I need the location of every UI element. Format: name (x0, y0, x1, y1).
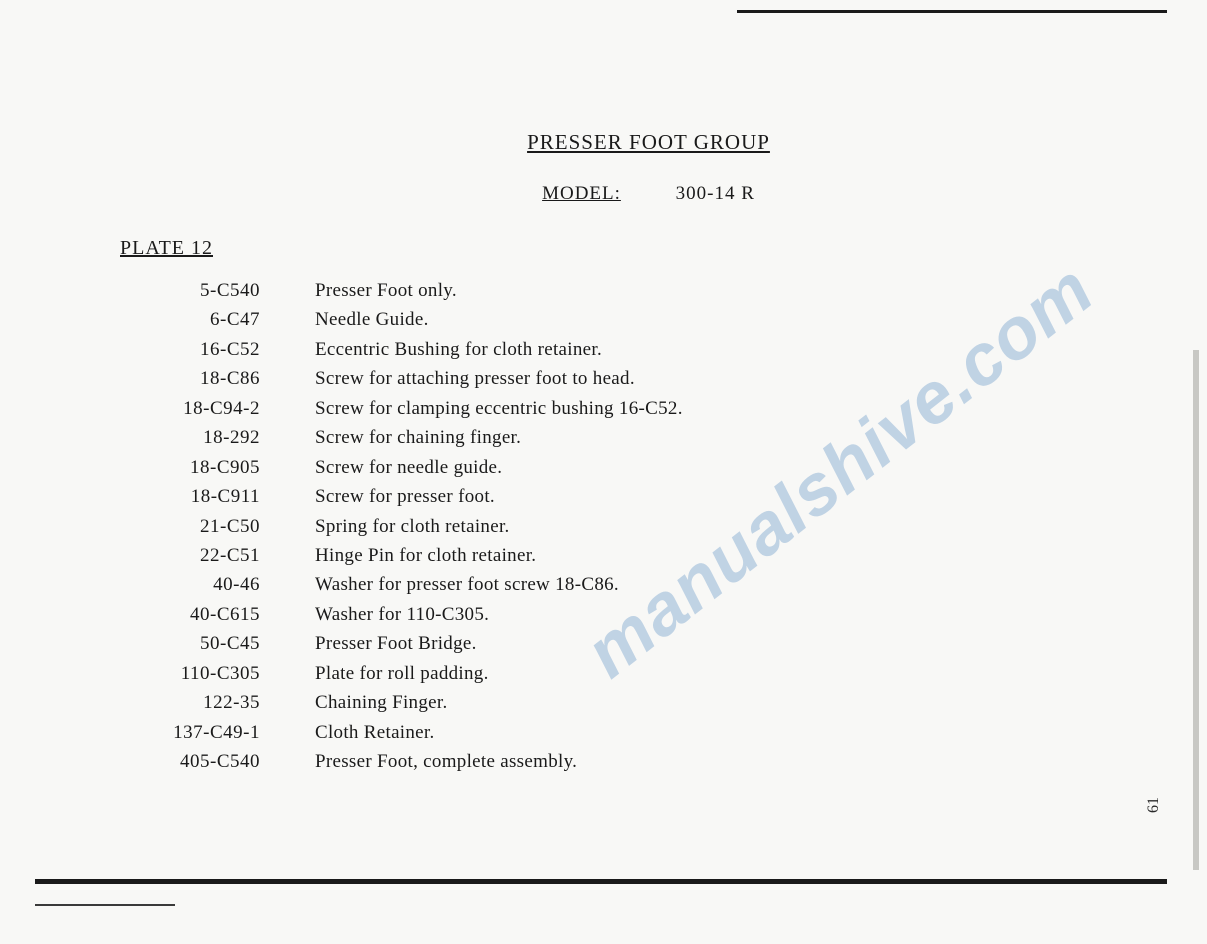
part-row: 18-C86Screw for attaching presser foot t… (140, 364, 1117, 393)
part-description: Chaining Finger. (315, 688, 1117, 717)
part-row: 137-C49-1Cloth Retainer. (140, 718, 1117, 747)
part-row: 5-C540Presser Foot only. (140, 276, 1117, 305)
part-number: 21-C50 (140, 512, 315, 541)
part-description: Spring for cloth retainer. (315, 512, 1117, 541)
part-row: 110-C305Plate for roll padding. (140, 659, 1117, 688)
part-number: 6-C47 (140, 305, 315, 334)
part-row: 50-C45Presser Foot Bridge. (140, 629, 1117, 658)
part-number: 16-C52 (140, 335, 315, 364)
part-description: Cloth Retainer. (315, 718, 1117, 747)
parts-list: 5-C540Presser Foot only.6-C47Needle Guid… (140, 276, 1117, 776)
part-description: Screw for chaining finger. (315, 423, 1117, 452)
model-label: MODEL: (542, 183, 621, 204)
model-line: MODEL: 300-14 R (180, 183, 1117, 205)
page-title: PRESSER FOOT GROUP (180, 130, 1117, 155)
part-number: 110-C305 (140, 659, 315, 688)
bottom-border-line (35, 879, 1167, 884)
part-description: Screw for presser foot. (315, 482, 1117, 511)
page-number: 61 (1145, 797, 1163, 813)
part-row: 18-C94-2Screw for clamping eccentric bus… (140, 394, 1117, 423)
part-row: 16-C52Eccentric Bushing for cloth retain… (140, 335, 1117, 364)
part-number: 22-C51 (140, 541, 315, 570)
part-description: Washer for 110-C305. (315, 600, 1117, 629)
part-description: Hinge Pin for cloth retainer. (315, 541, 1117, 570)
part-description: Screw for clamping eccentric bushing 16-… (315, 394, 1117, 423)
part-number: 50-C45 (140, 629, 315, 658)
part-description: Eccentric Bushing for cloth retainer. (315, 335, 1117, 364)
part-number: 5-C540 (140, 276, 315, 305)
part-number: 18-C911 (140, 482, 315, 511)
part-row: 21-C50Spring for cloth retainer. (140, 512, 1117, 541)
part-row: 18-C905Screw for needle guide. (140, 453, 1117, 482)
part-number: 137-C49-1 (140, 718, 315, 747)
document-page: manualshive.com PRESSER FOOT GROUP MODEL… (0, 0, 1207, 944)
part-number: 18-292 (140, 423, 315, 452)
part-number: 18-C94-2 (140, 394, 315, 423)
part-row: 40-46Washer for presser foot screw 18-C8… (140, 570, 1117, 599)
part-row: 6-C47Needle Guide. (140, 305, 1117, 334)
part-description: Washer for presser foot screw 18-C86. (315, 570, 1117, 599)
part-row: 22-C51Hinge Pin for cloth retainer. (140, 541, 1117, 570)
part-row: 18-C911Screw for presser foot. (140, 482, 1117, 511)
part-number: 18-C86 (140, 364, 315, 393)
part-number: 40-C615 (140, 600, 315, 629)
part-row: 18-292Screw for chaining finger. (140, 423, 1117, 452)
bottom-border-line-short (35, 904, 175, 906)
part-description: Presser Foot, complete assembly. (315, 747, 1117, 776)
plate-heading: PLATE 12 (120, 237, 1117, 260)
model-value: 300-14 R (676, 183, 755, 204)
part-row: 122-35Chaining Finger. (140, 688, 1117, 717)
part-description: Screw for attaching presser foot to head… (315, 364, 1117, 393)
part-description: Presser Foot Bridge. (315, 629, 1117, 658)
part-description: Needle Guide. (315, 305, 1117, 334)
part-number: 405-C540 (140, 747, 315, 776)
part-row: 405-C540Presser Foot, complete assembly. (140, 747, 1117, 776)
part-number: 40-46 (140, 570, 315, 599)
part-number: 122-35 (140, 688, 315, 717)
part-number: 18-C905 (140, 453, 315, 482)
part-description: Plate for roll padding. (315, 659, 1117, 688)
part-row: 40-C615Washer for 110-C305. (140, 600, 1117, 629)
part-description: Screw for needle guide. (315, 453, 1117, 482)
part-description: Presser Foot only. (315, 276, 1117, 305)
